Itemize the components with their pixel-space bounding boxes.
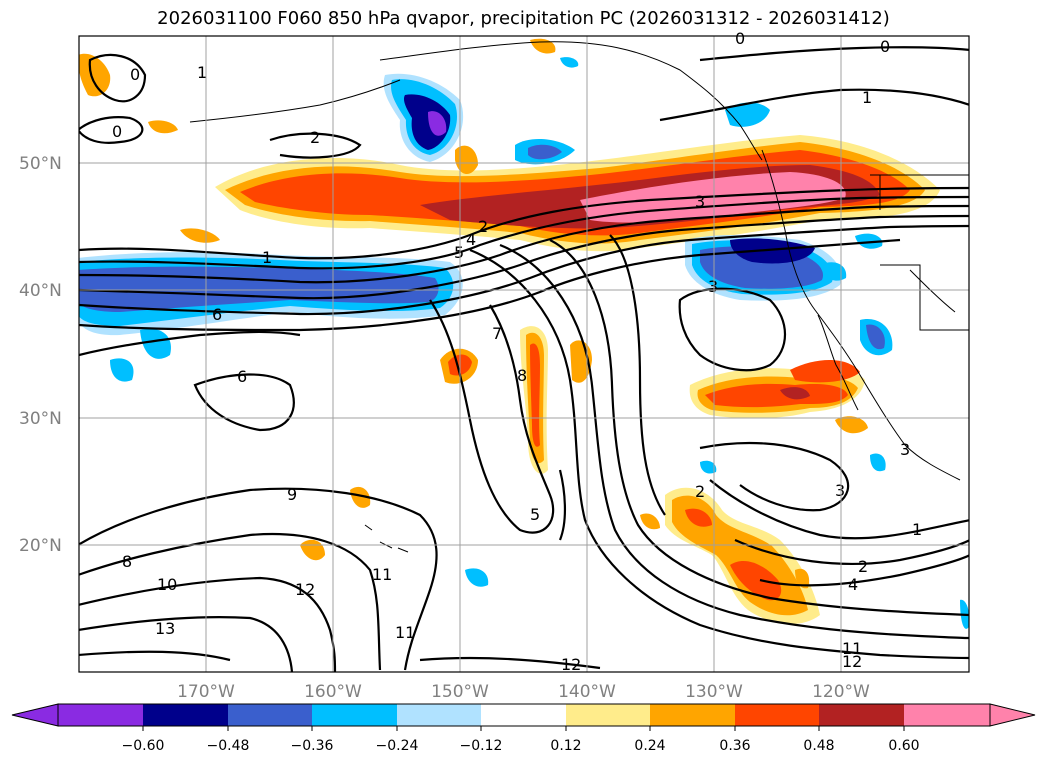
coastlines [189,41,969,553]
colorbar-cell [904,704,990,726]
contour-label: 4 [848,575,858,594]
contour-label: 11 [395,623,415,642]
colorbar-tick-label: −0.24 [376,738,419,754]
contour-label: 1 [912,520,922,539]
colorbar-tick-label: −0.36 [291,738,334,754]
contour-label: 3 [900,440,910,459]
contour-label: 4 [466,230,476,249]
colorbar-min-arrow [11,703,59,727]
colorbar-tick-label: −0.48 [207,738,250,754]
lat-label: 40°N [19,281,62,301]
contour-label: 2 [695,482,705,501]
contour-label: 11 [372,565,392,584]
contour-label: 2 [858,557,868,576]
colorbar-cell [566,704,650,726]
latitude-labels: 50°N 40°N 30°N 20°N [19,154,62,556]
colorbar-tick-label: 0.12 [550,738,581,754]
colorbar-tick-label: 0.24 [634,738,665,754]
contour-lines [79,46,969,672]
colorbar-max-arrow [989,703,1036,727]
colorbar: −0.60 −0.48 −0.36 −0.24 −0.12 0.12 0.24 … [11,703,1036,754]
contour-label: 1 [197,63,207,82]
contour-labels: 0 0 0 0 1 1 1 1 2 2 2 2 3 3 3 3 4 4 5 5 … [112,29,922,674]
contour-label: 2 [310,128,320,147]
lon-label: 160°W [304,682,362,702]
contour-label: 5 [530,505,540,524]
colorbar-cell [228,704,312,726]
contour-label: 5 [454,243,464,262]
contour-label: 10 [157,575,177,594]
map-area [79,36,969,672]
colorbar-cell [481,704,566,726]
contour-label: 12 [295,580,315,599]
colorbar-tick-label: 0.36 [719,738,750,754]
colorbar-cell [397,704,481,726]
lon-label: 170°W [177,682,235,702]
contour-label: 12 [842,652,862,671]
contour-label: 6 [237,367,247,386]
colorbar-tick-label: −0.60 [122,738,165,754]
contour-label: 0 [130,65,140,84]
contour-label: 0 [880,37,890,56]
longitude-labels: 170°W 160°W 150°W 140°W 130°W 120°W [177,682,870,702]
contour-label: 8 [122,552,132,571]
contour-label: 9 [287,485,297,504]
lon-label: 140°W [558,682,616,702]
contour-label: 2 [478,217,488,236]
map-frame [78,35,970,673]
contour-label: 13 [155,619,175,638]
contour-label: 11 [842,639,862,658]
colorbar-tick-label: −0.12 [460,738,503,754]
contour-label: 1 [862,88,872,107]
colorbar-cell [58,704,143,726]
colorbar-cell [143,704,228,726]
lon-label: 130°W [685,682,743,702]
contour-label: 3 [835,481,845,500]
contour-label: 3 [695,192,705,211]
contour-label: 0 [735,29,745,48]
lat-label: 50°N [19,154,62,174]
lon-label: 120°W [812,682,870,702]
colorbar-cell [819,704,904,726]
lon-label: 150°W [431,682,489,702]
colorbar-tick-label: 0.60 [888,738,919,754]
colorbar-cell [650,704,735,726]
contour-label: 1 [262,248,272,267]
colorbar-cell [312,704,397,726]
lat-label: 30°N [19,409,62,429]
contour-label: 8 [517,366,527,385]
contour-label: 7 [492,324,502,343]
contour-label: 3 [708,277,718,296]
gridlines [79,36,969,672]
negative-precip-regions [79,57,969,629]
colorbar-cell [735,704,819,726]
colorbar-tick-label: 0.48 [803,738,834,754]
lat-label: 20°N [19,536,62,556]
contour-label: 12 [561,655,581,674]
contour-label: 6 [212,305,222,324]
chart-title: 2026031100 F060 850 hPa qvapor, precipit… [157,8,890,29]
contour-label: 0 [112,122,122,141]
